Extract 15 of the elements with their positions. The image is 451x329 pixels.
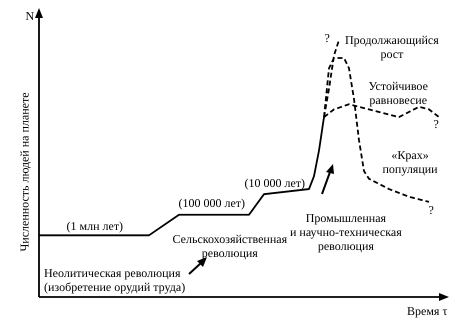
series-label: «Крах» популяции — [382, 148, 438, 176]
annotation: (10 000 лет) — [244, 176, 306, 190]
annotation: (100 000 лет) — [178, 196, 246, 210]
annotation: Неолитическая революция (изобретение орудий труда) — [44, 266, 186, 294]
annotation: ? — [434, 117, 439, 131]
annotation: Сельскохозяйственная революция — [172, 232, 288, 260]
annotation: ? — [324, 31, 330, 45]
annotation: Промышленная и научно-техническая революция — [290, 211, 402, 253]
x-axis-title: Время τ — [407, 304, 448, 318]
annotation: ? — [428, 203, 434, 217]
y-axis-title: Численность людей на планете — [17, 92, 32, 252]
series-label: Устойчивое равновесие — [368, 79, 428, 107]
text: N — [26, 9, 34, 23]
series-label: Продолжающийся рост — [345, 33, 439, 61]
annotation: (1 млн лет) — [66, 219, 124, 233]
